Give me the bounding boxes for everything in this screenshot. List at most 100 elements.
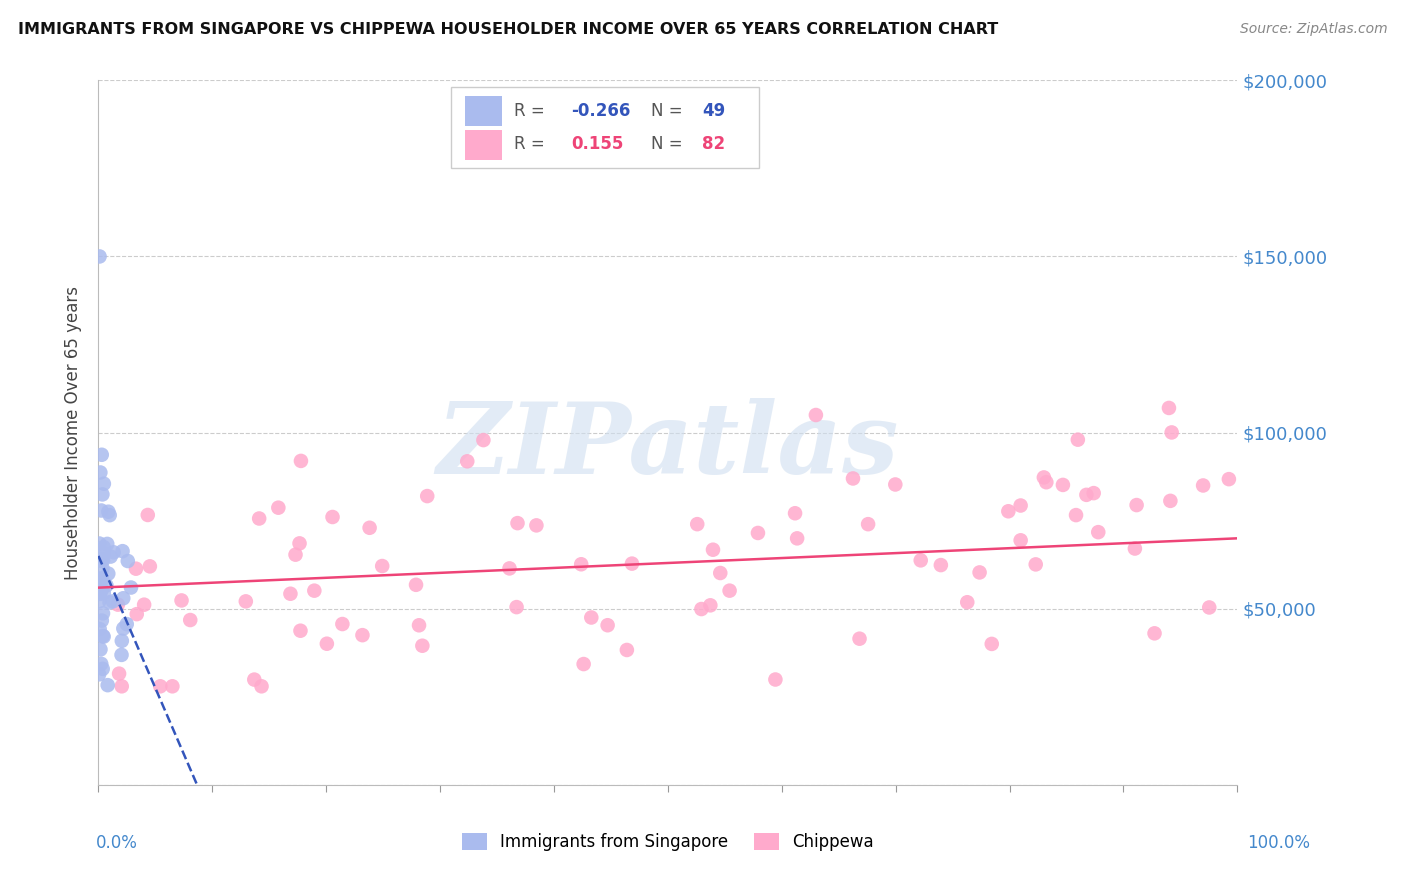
Point	[1032, 470, 1054, 484]
Point	[247, 511, 270, 525]
Point	[91, 629, 114, 643]
Text: 0.0%: 0.0%	[96, 834, 138, 852]
Point	[332, 617, 354, 632]
Point	[1035, 475, 1057, 490]
Point	[352, 628, 374, 642]
Point	[1160, 425, 1182, 440]
Point	[111, 633, 134, 648]
Point	[997, 504, 1019, 518]
Text: 0.155: 0.155	[571, 136, 623, 153]
Point	[569, 558, 592, 572]
Point	[1087, 525, 1109, 540]
Point	[848, 632, 870, 646]
Point	[89, 466, 111, 480]
Point	[280, 587, 302, 601]
Point	[89, 587, 111, 601]
Point	[90, 657, 112, 671]
Point	[91, 561, 114, 575]
Point	[1143, 626, 1166, 640]
Point	[763, 673, 786, 687]
Point	[686, 517, 709, 532]
Text: N =: N =	[651, 136, 688, 153]
Point	[969, 566, 991, 580]
Point	[804, 408, 827, 422]
Point	[1123, 541, 1146, 556]
Point	[1157, 401, 1180, 415]
Point	[315, 637, 337, 651]
Point	[91, 607, 114, 621]
Point	[103, 545, 125, 559]
Point	[97, 566, 120, 581]
Point	[572, 657, 595, 671]
Point	[456, 454, 478, 468]
Point	[910, 553, 932, 567]
Point	[581, 610, 603, 624]
Point	[929, 558, 952, 572]
Point	[93, 546, 115, 560]
Point	[304, 583, 326, 598]
Point	[90, 503, 112, 517]
Point	[267, 500, 290, 515]
Point	[179, 613, 201, 627]
Point	[290, 454, 312, 468]
Point	[786, 532, 808, 546]
Point	[90, 552, 112, 566]
Point	[718, 583, 741, 598]
Point	[111, 544, 134, 558]
Point	[89, 622, 111, 636]
Point	[690, 602, 713, 616]
Point	[115, 617, 138, 632]
Point	[91, 553, 114, 567]
Point	[1198, 600, 1220, 615]
FancyBboxPatch shape	[451, 87, 759, 169]
Point	[120, 581, 142, 595]
Point	[783, 506, 806, 520]
Text: R =: R =	[515, 136, 550, 153]
Point	[139, 559, 162, 574]
Point	[1076, 488, 1098, 502]
Point	[107, 598, 129, 612]
Point	[112, 591, 135, 606]
Point	[506, 516, 529, 530]
Point	[1064, 508, 1087, 522]
Point	[97, 678, 120, 692]
Point	[98, 508, 121, 523]
Point	[97, 505, 120, 519]
Point	[96, 537, 118, 551]
Point	[89, 594, 111, 608]
Point	[110, 648, 132, 662]
Point	[243, 673, 266, 687]
Point	[709, 566, 731, 580]
Point	[1083, 486, 1105, 500]
Point	[91, 662, 114, 676]
Point	[93, 540, 115, 554]
Point	[1192, 478, 1215, 492]
Point	[472, 433, 495, 447]
Text: -0.266: -0.266	[571, 102, 630, 120]
Point	[89, 642, 111, 657]
Point	[98, 595, 121, 609]
Point	[1125, 498, 1147, 512]
FancyBboxPatch shape	[465, 130, 502, 160]
Point	[526, 518, 548, 533]
Point	[93, 586, 115, 600]
Text: 49: 49	[702, 102, 725, 120]
FancyBboxPatch shape	[465, 96, 502, 126]
Point	[89, 536, 111, 550]
Point	[89, 582, 111, 597]
Point	[1010, 499, 1032, 513]
Text: 82: 82	[702, 136, 725, 153]
Point	[980, 637, 1002, 651]
Text: 100.0%: 100.0%	[1247, 834, 1310, 852]
Point	[136, 508, 159, 522]
Point	[125, 562, 148, 576]
Point	[149, 679, 172, 693]
Point	[90, 554, 112, 568]
Point	[856, 517, 879, 532]
Point	[111, 679, 134, 693]
Point	[616, 643, 638, 657]
Point	[101, 594, 124, 608]
Point	[90, 582, 112, 596]
Point	[1052, 478, 1074, 492]
Point	[90, 574, 112, 588]
